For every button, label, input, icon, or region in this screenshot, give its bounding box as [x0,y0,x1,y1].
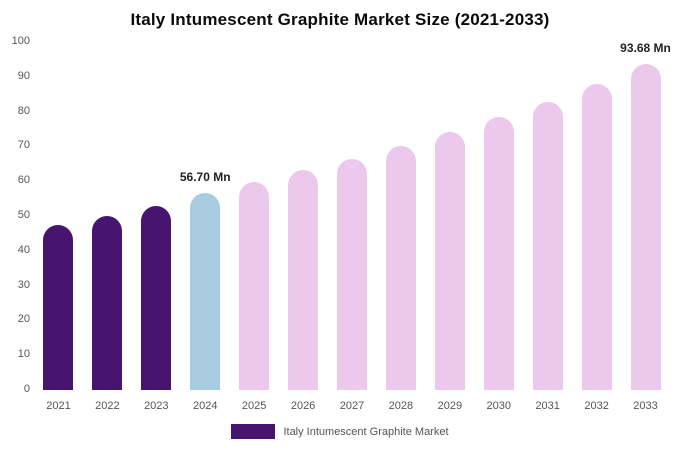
bar-column-2029: 2029 [425,42,474,412]
y-axis-tick-label: 30 [17,278,30,291]
y-axis-tick-label: 80 [17,104,30,117]
y-axis-tick-label: 10 [17,348,30,361]
x-axis-tick-label: 2029 [437,400,463,412]
chart-title: Italy Intumescent Graphite Market Size (… [130,10,550,29]
y-axis-tick-label: 50 [17,209,30,221]
bar-column-2027: 2027 [328,42,377,412]
x-axis-tick-label: 2022 [95,400,120,412]
y-axis-tick-label: 20 [17,313,30,326]
bar-value-label: 56.70 Mn [179,169,231,184]
y-axis-tick-label: 100 [11,35,30,47]
bar-2028[interactable] [385,145,416,390]
bar-column-2030: 2030 [474,42,523,412]
bar-2032[interactable] [581,84,612,390]
bar-column-2028: 2028 [376,42,425,412]
x-axis-tick-label: 2025 [241,400,267,412]
bar-2027[interactable] [336,158,367,390]
bar-column-2022: 2022 [83,42,132,412]
bar-2031[interactable] [532,101,563,390]
bar-2025[interactable] [239,181,270,390]
bar-2023[interactable] [141,205,172,390]
bar-column-2026: 2026 [279,42,328,412]
bar-column-2025: 2025 [230,42,279,412]
x-axis-tick-label: 2024 [192,400,218,412]
bar-2021[interactable] [43,225,74,390]
bar-column-2023: 2023 [132,42,181,412]
bar-2033[interactable] [630,64,661,390]
plot-wrapper: 0 10 20 30 40 50 60 70 80 90 100 2021 2022 2023 56.70… [6,35,671,412]
bar-2022[interactable] [92,215,123,390]
bar-column-2021: 2021 [34,42,83,412]
y-axis-tick-label: 0 [23,383,30,395]
bar-value-label: 93.68 Mn [620,41,671,55]
x-axis-tick-label: 2026 [290,400,316,412]
y-axis-tick-label: 60 [17,174,30,187]
x-axis-tick-label: 2031 [535,400,560,412]
y-axis: 0 10 20 30 40 50 60 70 80 90 100 [6,35,34,395]
x-axis-tick-label: 2030 [486,400,511,412]
bar-column-2024: 56.70 Mn 2024 [179,42,231,412]
bar-2029[interactable] [434,131,465,390]
x-axis-tick-label: 2023 [144,400,169,412]
bar-2026[interactable] [288,170,319,390]
bar-column-2032: 2032 [572,42,621,412]
x-axis-tick-label: 2033 [633,400,658,412]
legend-label: Italy Intumescent Graphite Market [283,425,449,438]
plot-area: 2021 2022 2023 56.70 Mn 2024 2025 2026 2027 2028… [34,41,671,412]
bar-column-2033: 93.68 Mn 2033 [620,41,671,412]
x-axis-tick-label: 2032 [584,400,609,412]
x-axis-tick-label: 2028 [388,400,414,412]
bar-2030[interactable] [483,117,514,390]
legend-swatch [231,424,276,439]
x-axis-tick-label: 2021 [46,400,71,412]
y-axis-tick-label: 70 [17,139,30,152]
bar-2024[interactable] [190,192,221,390]
x-axis-tick-label: 2027 [339,400,365,412]
bar-column-2031: 2031 [523,42,572,412]
legend: Italy Intumescent Graphite Market [0,424,680,439]
y-axis-tick-label: 90 [17,69,30,82]
y-axis-tick-label: 40 [17,243,30,256]
